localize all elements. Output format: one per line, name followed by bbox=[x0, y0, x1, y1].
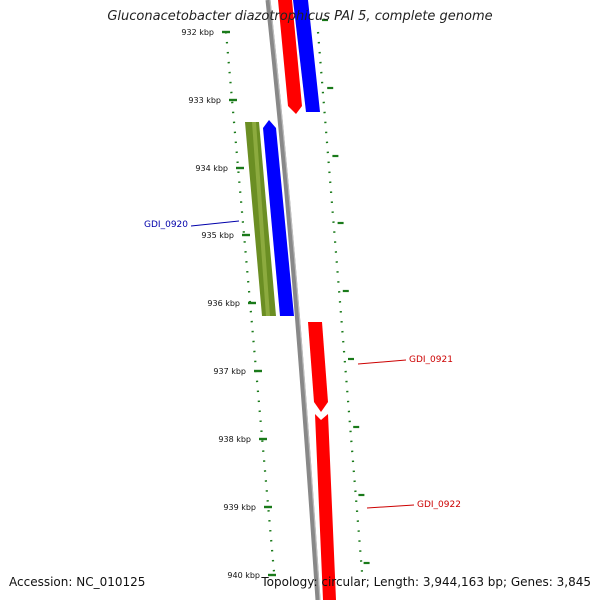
tick-label: 934 kbp bbox=[195, 164, 228, 173]
tick-label: 933 kbp bbox=[188, 96, 221, 105]
feature-bar-highlight[interactable] bbox=[252, 122, 270, 316]
topology-label: Topology: circular; Length: 3,944,163 bp… bbox=[261, 575, 591, 589]
tick-label: 935 kbp bbox=[201, 231, 234, 240]
gene-arrow-forward[interactable] bbox=[315, 414, 336, 600]
map-title: Gluconacetobacter diazotrophicus PAI 5, … bbox=[107, 9, 493, 24]
tick-label: 937 kbp bbox=[213, 367, 246, 376]
backbone-highlight bbox=[269, 0, 321, 601]
gene-label[interactable]: GDI_0920 bbox=[144, 220, 188, 230]
tick-label: 938 kbp bbox=[218, 435, 251, 444]
gene-arrow-forward[interactable] bbox=[308, 322, 328, 412]
gene-callout-line bbox=[357, 359, 407, 365]
backbone-line bbox=[265, 0, 321, 601]
gene-arrow-reverse[interactable] bbox=[293, 0, 320, 112]
accession-label: Accession: NC_010125 bbox=[9, 575, 146, 589]
right-dotted-track bbox=[316, 31, 364, 573]
gene-callout-line bbox=[190, 220, 240, 227]
gene-arrow-reverse[interactable] bbox=[263, 120, 294, 316]
gene-arrow-forward[interactable] bbox=[278, 0, 302, 114]
gene-callout-line bbox=[366, 504, 415, 509]
tick-label: 936 kbp bbox=[207, 299, 240, 308]
tick-label: 940 kbp bbox=[227, 571, 260, 580]
tick-label: 932 kbp bbox=[181, 28, 214, 37]
tick-label: 939 kbp bbox=[223, 503, 256, 512]
gene-label[interactable]: GDI_0921 bbox=[409, 355, 453, 365]
gene-label[interactable]: GDI_0922 bbox=[417, 500, 461, 510]
